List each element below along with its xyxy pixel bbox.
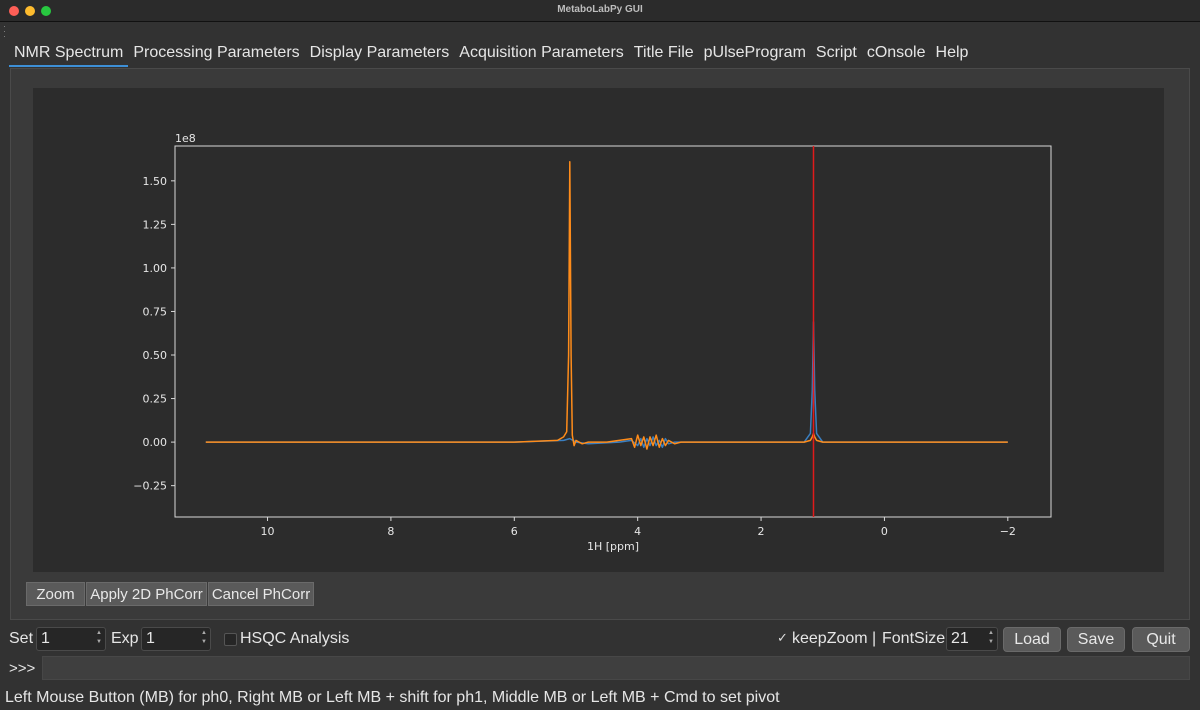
- console-row: >>>: [0, 656, 1200, 682]
- set-label: Set: [9, 630, 34, 647]
- set-spinbox[interactable]: 1 ▲ ▼: [36, 627, 106, 651]
- tab-title-file[interactable]: Title File: [633, 44, 694, 61]
- console-prompt: >>>: [9, 660, 36, 677]
- tab-help[interactable]: Help: [935, 44, 969, 61]
- fontsize-spinbox[interactable]: 21 ▲ ▼: [946, 627, 998, 651]
- status-bar: Left Mouse Button (MB) for ph0, Right MB…: [5, 689, 780, 706]
- spectrum-canvas[interactable]: 10 8 6 4 2 0 −2 −0.25 0.00 0.25 0.50 0.75 1.00 1.25 1.…: [33, 88, 1164, 572]
- quit-button[interactable]: Quit: [1132, 627, 1190, 652]
- minimize-window-button[interactable]: [25, 6, 35, 16]
- exp-spinbox[interactable]: 1 ▲ ▼: [141, 627, 211, 651]
- spin-arrows-icon[interactable]: ▲ ▼: [988, 630, 994, 645]
- y-offset-label: 1e8: [175, 132, 196, 145]
- x-tick-label: −2: [1000, 525, 1016, 538]
- maximize-window-button[interactable]: [41, 6, 51, 16]
- exp-label: Exp: [111, 630, 139, 647]
- zoom-button[interactable]: Zoom: [26, 582, 85, 606]
- tab-acquisition-parameters[interactable]: Acquisition Parameters: [459, 44, 624, 61]
- y-tick-label: 0.75: [143, 305, 168, 318]
- drag-handle-icon[interactable]: · · ·: [3, 21, 6, 41]
- tab-bar: NMR Spectrum Processing Parameters Displ…: [9, 41, 973, 69]
- hsqc-label: HSQC Analysis: [240, 630, 350, 647]
- x-tick-label: 10: [261, 525, 275, 538]
- phase-buttons: Zoom Apply 2D PhCorr Cancel PhCorr: [26, 582, 314, 606]
- x-tick-label: 4: [634, 525, 641, 538]
- y-tick-label: −0.25: [133, 480, 167, 493]
- window-titlebar: MetaboLabPy GUI: [0, 0, 1200, 22]
- spectrum-series-line: [205, 160, 1008, 450]
- hsqc-checkbox[interactable]: [224, 633, 237, 646]
- x-tick-label: 8: [387, 525, 394, 538]
- window-title: MetaboLabPy GUI: [557, 4, 643, 15]
- spectrum-chart[interactable]: 10 8 6 4 2 0 −2 −0.25 0.00 0.25 0.50 0.75 1.00 1.25 1.…: [33, 88, 1164, 572]
- cancel-phcorr-button[interactable]: Cancel PhCorr: [208, 582, 314, 606]
- close-window-button[interactable]: [9, 6, 19, 16]
- tab-nmr-spectrum[interactable]: NMR Spectrum: [9, 41, 129, 67]
- keepzoom-checkbox[interactable]: ✓: [777, 630, 788, 645]
- exp-value: 1: [146, 630, 155, 647]
- console-input[interactable]: [42, 656, 1190, 680]
- spin-arrows-icon[interactable]: ▲ ▼: [201, 630, 207, 645]
- y-tick-label: 1.50: [143, 175, 168, 188]
- tab-console[interactable]: cOnsole: [866, 44, 926, 61]
- y-tick-label: 1.25: [143, 218, 168, 231]
- tab-display-parameters[interactable]: Display Parameters: [309, 44, 450, 61]
- tab-pulse-program[interactable]: pUlseProgram: [703, 44, 806, 61]
- save-button[interactable]: Save: [1067, 627, 1125, 652]
- load-button[interactable]: Load: [1003, 627, 1061, 652]
- set-value: 1: [41, 630, 50, 647]
- apply-2d-phcorr-button[interactable]: Apply 2D PhCorr: [86, 582, 207, 606]
- fontsize-label: FontSize: [882, 630, 946, 647]
- fontsize-value: 21: [951, 630, 969, 647]
- control-row: Set 1 ▲ ▼ Exp 1 ▲ ▼ HSQC Analysis ✓ keepZo…: [0, 625, 1200, 653]
- x-tick-label: 2: [758, 525, 765, 538]
- x-tick-label: 6: [511, 525, 518, 538]
- tab-script[interactable]: Script: [815, 44, 857, 61]
- x-tick-label: 0: [881, 525, 888, 538]
- y-tick-label: 0.00: [143, 436, 168, 449]
- app-body: · · · NMR Spectrum Processing Parameters D…: [0, 22, 1200, 710]
- keepzoom-label: keepZoom |: [792, 630, 877, 647]
- plot-frame: [174, 145, 1052, 518]
- tab-processing-parameters[interactable]: Processing Parameters: [133, 44, 300, 61]
- y-tick-label: 1.00: [143, 262, 168, 275]
- x-axis-label: 1H [ppm]: [587, 540, 639, 553]
- spin-arrows-icon[interactable]: ▲ ▼: [96, 630, 102, 645]
- y-tick-label: 0.50: [143, 349, 168, 362]
- y-tick-label: 0.25: [143, 393, 168, 406]
- spectrum-panel: 10 8 6 4 2 0 −2 −0.25 0.00 0.25 0.50 0.75 1.00 1.25 1.…: [10, 68, 1190, 620]
